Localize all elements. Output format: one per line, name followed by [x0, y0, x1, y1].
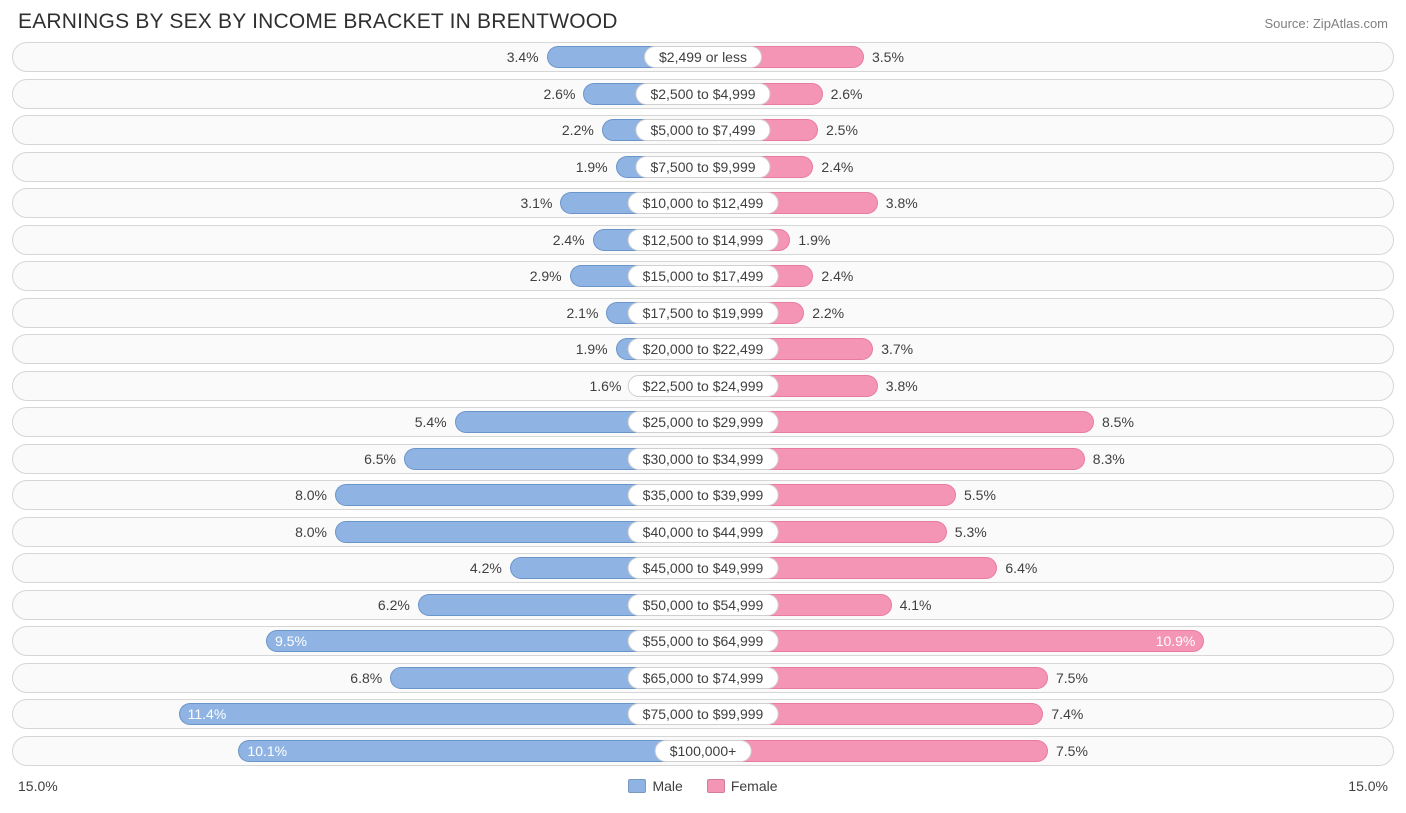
- chart-row: 5.4% 8.5% $25,000 to $29,999: [12, 407, 1394, 437]
- female-value: 10.9%: [1156, 633, 1196, 649]
- male-bar: 10.1%: [238, 740, 703, 762]
- bracket-label: $30,000 to $34,999: [628, 448, 779, 470]
- chart-row: 2.9% 2.4% $15,000 to $17,499: [12, 261, 1394, 291]
- male-value: 5.4%: [415, 414, 447, 430]
- male-color-icon: [628, 779, 646, 793]
- male-value: 6.5%: [364, 451, 396, 467]
- male-value: 2.9%: [530, 268, 562, 284]
- chart-row: 7.5% 10.1% $100,000+: [12, 736, 1394, 766]
- chart-row: 4.2% 6.4% $45,000 to $49,999: [12, 553, 1394, 583]
- male-value: 8.0%: [295, 524, 327, 540]
- legend-male: Male: [628, 778, 682, 794]
- bracket-label: $7,500 to $9,999: [635, 156, 770, 178]
- bracket-label: $100,000+: [655, 740, 752, 762]
- legend-female: Female: [707, 778, 778, 794]
- chart-source: Source: ZipAtlas.com: [1264, 16, 1388, 31]
- male-value: 10.1%: [247, 743, 287, 759]
- male-value: 2.1%: [566, 305, 598, 321]
- chart-row: 1.6% 3.8% $22,500 to $24,999: [12, 371, 1394, 401]
- female-value: 2.5%: [826, 122, 858, 138]
- bracket-label: $20,000 to $22,499: [628, 338, 779, 360]
- chart-title: EARNINGS BY SEX BY INCOME BRACKET IN BRE…: [18, 10, 618, 34]
- chart-header: EARNINGS BY SEX BY INCOME BRACKET IN BRE…: [0, 0, 1406, 42]
- female-color-icon: [707, 779, 725, 793]
- female-value: 8.3%: [1093, 451, 1125, 467]
- male-value: 2.2%: [562, 122, 594, 138]
- chart-row: 1.9% 3.7% $20,000 to $22,499: [12, 334, 1394, 364]
- chart-row: 1.9% 2.4% $7,500 to $9,999: [12, 152, 1394, 182]
- bracket-label: $2,499 or less: [644, 46, 762, 68]
- bracket-label: $10,000 to $12,499: [628, 192, 779, 214]
- bracket-label: $12,500 to $14,999: [628, 229, 779, 251]
- male-value: 4.2%: [470, 560, 502, 576]
- female-value: 5.5%: [964, 487, 996, 503]
- female-value: 4.1%: [900, 597, 932, 613]
- male-value: 11.4%: [188, 706, 227, 722]
- male-value: 8.0%: [295, 487, 327, 503]
- bracket-label: $75,000 to $99,999: [628, 703, 779, 725]
- male-value: 2.4%: [553, 232, 585, 248]
- bracket-label: $15,000 to $17,499: [628, 265, 779, 287]
- bracket-label: $22,500 to $24,999: [628, 375, 779, 397]
- female-value: 2.4%: [821, 159, 853, 175]
- chart-body: 3.4% 3.5% $2,499 or less 2.6% 2.6% $2,500 to …: [0, 42, 1406, 766]
- bracket-label: $5,000 to $7,499: [635, 119, 770, 141]
- female-value: 7.5%: [1056, 743, 1088, 759]
- chart-row: 6.5% 8.3% $30,000 to $34,999: [12, 444, 1394, 474]
- male-value: 1.9%: [576, 341, 608, 357]
- female-value: 3.8%: [886, 195, 918, 211]
- chart-row: 6.8% 7.5% $65,000 to $74,999: [12, 663, 1394, 693]
- chart-row: 8.0% 5.5% $35,000 to $39,999: [12, 480, 1394, 510]
- female-value: 1.9%: [798, 232, 830, 248]
- legend: Male Female: [628, 778, 777, 794]
- bracket-label: $65,000 to $74,999: [628, 667, 779, 689]
- female-value: 2.2%: [812, 305, 844, 321]
- bracket-label: $40,000 to $44,999: [628, 521, 779, 543]
- female-value: 6.4%: [1005, 560, 1037, 576]
- bracket-label: $2,500 to $4,999: [635, 83, 770, 105]
- chart-row: 2.2% 2.5% $5,000 to $7,499: [12, 115, 1394, 145]
- bracket-label: $45,000 to $49,999: [628, 557, 779, 579]
- chart-row: 7.4% 11.4% $75,000 to $99,999: [12, 699, 1394, 729]
- chart-row: 3.4% 3.5% $2,499 or less: [12, 42, 1394, 72]
- chart-footer: 15.0% Male Female 15.0%: [0, 772, 1406, 794]
- chart-row: 9.5% 10.9% $55,000 to $64,999: [12, 626, 1394, 656]
- female-value: 3.7%: [881, 341, 913, 357]
- female-value: 2.6%: [831, 86, 863, 102]
- male-value: 1.6%: [589, 378, 621, 394]
- axis-left-max: 15.0%: [18, 778, 58, 794]
- male-value: 6.2%: [378, 597, 410, 613]
- female-bar: [703, 740, 1048, 762]
- female-value: 3.8%: [886, 378, 918, 394]
- bracket-label: $35,000 to $39,999: [628, 484, 779, 506]
- female-value: 7.5%: [1056, 670, 1088, 686]
- female-value: 8.5%: [1102, 414, 1134, 430]
- bracket-label: $25,000 to $29,999: [628, 411, 779, 433]
- chart-row: 6.2% 4.1% $50,000 to $54,999: [12, 590, 1394, 620]
- bracket-label: $50,000 to $54,999: [628, 594, 779, 616]
- chart-row: 8.0% 5.3% $40,000 to $44,999: [12, 517, 1394, 547]
- male-value: 1.9%: [576, 159, 608, 175]
- chart-row: 2.1% 2.2% $17,500 to $19,999: [12, 298, 1394, 328]
- chart-row: 2.4% 1.9% $12,500 to $14,999: [12, 225, 1394, 255]
- female-value: 5.3%: [955, 524, 987, 540]
- male-value: 3.1%: [520, 195, 552, 211]
- male-bar: 11.4%: [179, 703, 703, 725]
- bracket-label: $17,500 to $19,999: [628, 302, 779, 324]
- axis-right-max: 15.0%: [1348, 778, 1388, 794]
- bracket-label: $55,000 to $64,999: [628, 630, 779, 652]
- female-value: 2.4%: [821, 268, 853, 284]
- chart-row: 3.1% 3.8% $10,000 to $12,499: [12, 188, 1394, 218]
- female-value: 3.5%: [872, 49, 904, 65]
- male-value: 3.4%: [507, 49, 539, 65]
- female-value: 7.4%: [1051, 706, 1083, 722]
- male-value: 9.5%: [275, 633, 307, 649]
- male-value: 6.8%: [350, 670, 382, 686]
- chart-row: 2.6% 2.6% $2,500 to $4,999: [12, 79, 1394, 109]
- legend-female-label: Female: [731, 778, 778, 794]
- male-value: 2.6%: [543, 86, 575, 102]
- legend-male-label: Male: [652, 778, 682, 794]
